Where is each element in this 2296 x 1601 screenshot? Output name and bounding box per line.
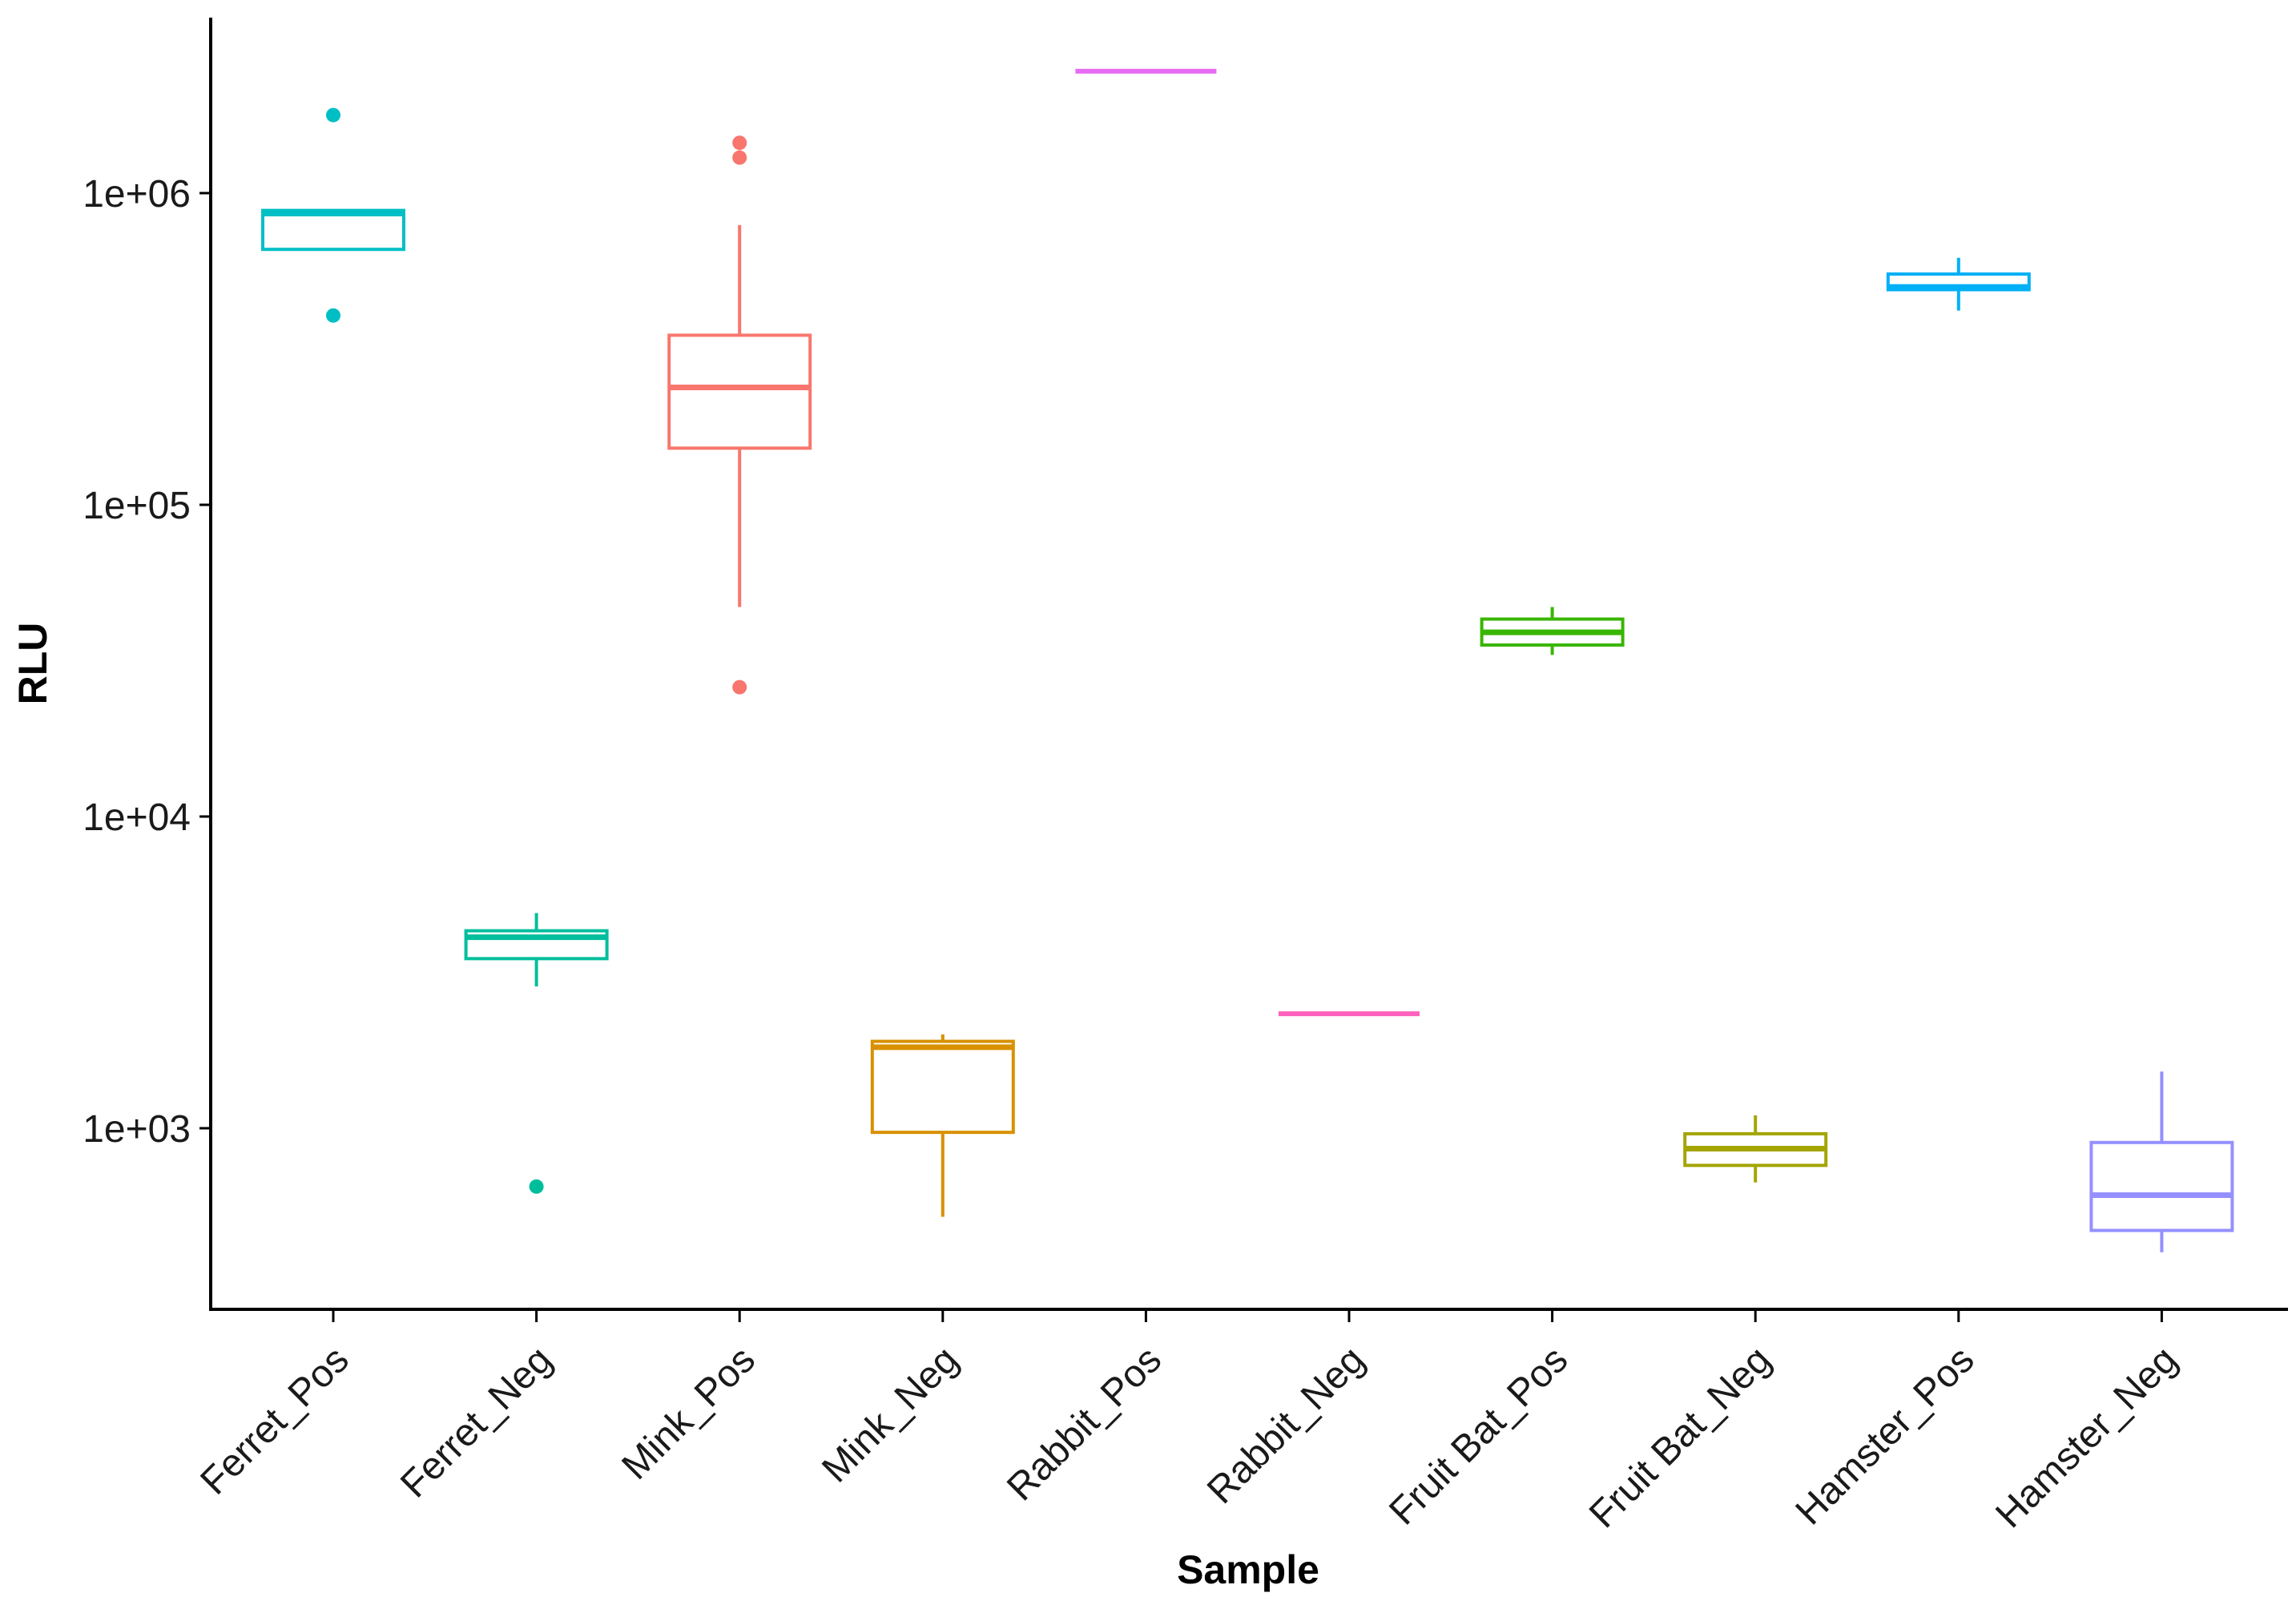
x-tick-label: Fruit Bat_Neg [1581,1338,1779,1536]
box-group [1683,1115,1828,1183]
x-tick-label: Mink_Pos [614,1338,763,1487]
box-group [1886,257,2031,311]
x-tick-label: Hamster_Pos [1787,1338,1982,1533]
box-group [870,1034,1015,1217]
y-tick-label: 1e+03 [83,1108,191,1151]
box-group [464,913,609,1194]
box-group [2089,1071,2234,1252]
boxes-layer [261,68,2234,1252]
box-iqr [667,333,812,450]
x-tick-label: Rabbit_Neg [1199,1338,1373,1512]
box-iqr [870,1039,1015,1135]
box-iqr [261,208,405,252]
x-tick-label: Ferret_Pos [192,1338,356,1502]
box-group [261,107,405,323]
outlier-point [732,150,747,165]
x-tick-label: Rabbit_Pos [999,1338,1170,1509]
x-tick-label: Fruit Bat_Pos [1381,1338,1576,1533]
y-tick-label: 1e+05 [83,485,191,527]
box-iqr [2089,1140,2234,1232]
box-group [667,135,812,695]
outlier-point [732,680,747,695]
x-ticks: Ferret_Pos Ferret_Neg Mink_Pos Mink_Neg Rabb… [192,1309,2185,1536]
outlier-point [326,308,340,323]
x-axis-title: Sample [1177,1547,1319,1592]
y-tick-label: 1e+06 [83,173,191,216]
x-tick-label: Ferret_Neg [393,1338,560,1506]
outlier-point [529,1179,544,1194]
outlier-point [326,107,340,123]
box-group [1480,607,1625,655]
outlier-point [732,135,747,151]
y-ticks: 1e+03 1e+04 1e+05 1e+06 [83,173,211,1151]
x-tick-label: Hamster_Neg [1988,1338,2185,1536]
y-tick-label: 1e+04 [83,796,191,839]
x-tick-label: Mink_Neg [814,1338,966,1490]
box-iqr [464,929,609,961]
y-axis-title: RLU [10,623,55,705]
axes-layer [209,18,2288,1311]
